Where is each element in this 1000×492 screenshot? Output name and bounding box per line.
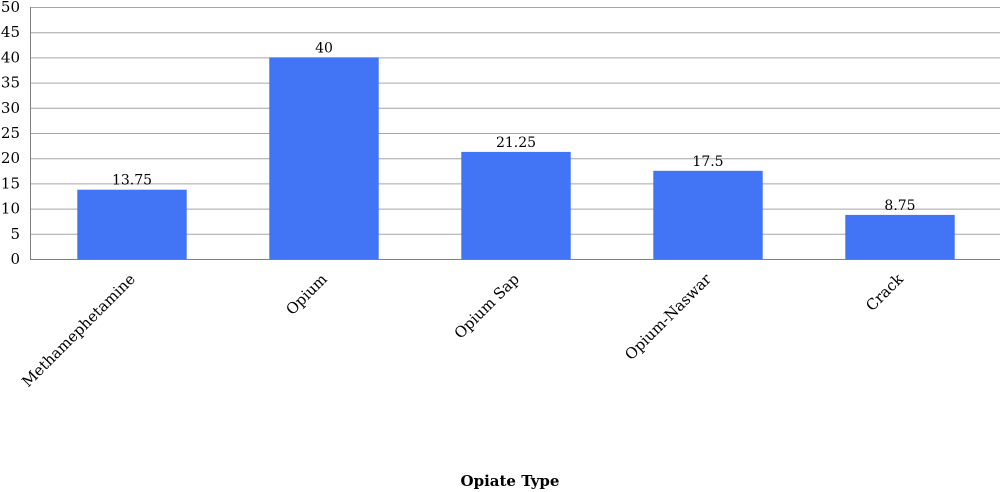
y-axis-ticks: 0 5 10 15 20 25 30 35 40 45 50 xyxy=(1,0,20,268)
y-tick-label: 5 xyxy=(10,225,20,243)
data-label: 13.75 xyxy=(112,173,152,189)
bar xyxy=(845,214,955,259)
category-label: Opium xyxy=(282,270,331,319)
bar xyxy=(653,170,763,259)
y-tick-label: 50 xyxy=(1,0,20,16)
bar xyxy=(461,151,571,259)
gridlines xyxy=(30,7,1000,235)
y-tick-label: 30 xyxy=(1,99,20,117)
data-label: 21.25 xyxy=(496,135,536,151)
category-labels: Methamephetamine Opium Opium Sap Opium-Nasw… xyxy=(18,269,907,390)
category-label: Methamephetamine xyxy=(18,270,139,391)
category-label: Opium Sap xyxy=(451,270,523,342)
bar xyxy=(269,57,379,260)
y-tick-label: 35 xyxy=(1,74,20,92)
y-tick-label: 15 xyxy=(1,174,20,192)
data-label: 40 xyxy=(315,40,333,56)
category-label: Opium-Naswar xyxy=(621,270,715,364)
x-axis-title: Opiate Type xyxy=(461,472,560,490)
y-tick-label: 0 xyxy=(10,250,20,268)
bar xyxy=(77,189,187,259)
data-label: 17.5 xyxy=(692,154,723,170)
data-label: 8.75 xyxy=(884,198,915,214)
data-labels: 13.75 40 21.25 17.5 8.75 xyxy=(112,40,916,214)
y-tick-label: 45 xyxy=(1,23,20,41)
y-tick-label: 40 xyxy=(1,48,20,66)
bars xyxy=(77,57,955,260)
category-label: Crack xyxy=(862,269,907,314)
y-tick-label: 25 xyxy=(1,124,20,142)
y-tick-label: 20 xyxy=(1,149,20,167)
y-tick-label: 10 xyxy=(1,200,20,218)
